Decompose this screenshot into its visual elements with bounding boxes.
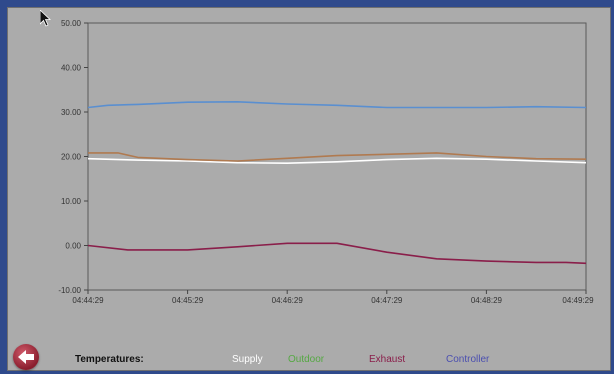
y-tick-label: 20.00 [61, 153, 82, 162]
x-tick-label: 04:44:29 [72, 296, 104, 305]
back-button[interactable] [13, 344, 39, 370]
x-tick-label: 04:48:29 [471, 296, 503, 305]
legend-item-supply: Supply [232, 354, 263, 365]
legend-title: Temperatures: [75, 354, 144, 365]
y-tick-label: 0.00 [65, 242, 81, 251]
temperature-line-chart: 50.00 40.00 30.00 20.00 10.00 0.00 -10.00 04:4… [58, 19, 594, 305]
series-line-supply [87, 157, 587, 164]
y-tick-label: 40.00 [61, 64, 82, 73]
y-tick-label: -10.00 [58, 286, 81, 295]
legend-item-controller: Controller [446, 354, 490, 365]
mouse-cursor-icon [39, 9, 52, 33]
x-tick-label: 04:47:29 [371, 296, 403, 305]
x-tick-label: 04:46:29 [272, 296, 304, 305]
legend-bar: Temperatures: Supply Outdoor Exhaust Con… [8, 338, 610, 370]
legend-item-outdoor: Outdoor [288, 354, 325, 365]
series-lines [87, 101, 587, 265]
y-tick-label: 30.00 [61, 108, 82, 117]
chart-panel: 50.00 40.00 30.00 20.00 10.00 0.00 -10.00 04:4… [7, 7, 611, 371]
series-line-controller [87, 101, 587, 109]
series-line-exhaust [87, 242, 587, 265]
back-arrow-icon [18, 350, 34, 364]
x-axis: 04:44:29 04:45:29 04:46:29 04:47:29 04:48:29… [72, 290, 594, 305]
x-tick-label: 04:45:29 [172, 296, 204, 305]
series-line-outdoor [88, 152, 587, 162]
y-tick-label: 50.00 [61, 19, 82, 28]
y-axis: 50.00 40.00 30.00 20.00 10.00 0.00 -10.00 [58, 19, 88, 295]
legend-item-exhaust: Exhaust [369, 354, 406, 365]
x-tick-label: 04:49:29 [562, 296, 594, 305]
y-tick-label: 10.00 [61, 197, 82, 206]
